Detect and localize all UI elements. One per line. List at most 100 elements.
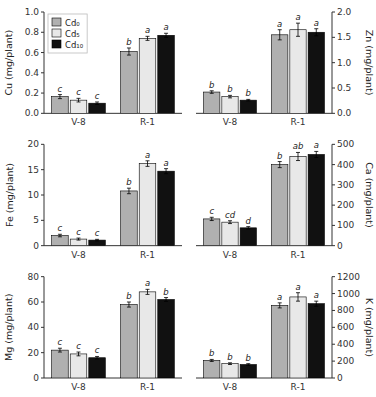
- error-bar: [146, 289, 150, 294]
- significance-letter: c: [58, 337, 63, 347]
- bar: [290, 297, 306, 378]
- y-tick-label: 0: [337, 373, 343, 383]
- bar: [272, 305, 288, 378]
- y-tick-label: 60: [28, 297, 40, 307]
- bar: [121, 52, 138, 114]
- bar: [204, 92, 220, 113]
- bar: [121, 191, 138, 246]
- bar: [308, 154, 324, 245]
- significance-letter: b: [227, 84, 232, 94]
- significance-letter: b: [126, 177, 131, 187]
- error-bar: [127, 302, 131, 307]
- x-tick-label: V-8: [223, 250, 238, 260]
- error-bar: [164, 33, 168, 37]
- y-tick-label: 2.0: [337, 7, 352, 17]
- significance-letter: c: [76, 87, 81, 97]
- y-tick-label: 0: [337, 241, 343, 251]
- significance-letter: c: [95, 91, 100, 101]
- x-tick-label: R-1: [140, 382, 155, 392]
- significance-letter: b: [227, 352, 232, 362]
- significance-letter: a: [314, 140, 319, 150]
- significance-letter: a: [295, 12, 300, 22]
- legend-label: Cd₀: [65, 18, 80, 28]
- bar: [240, 100, 256, 113]
- y-tick-label: 800: [337, 305, 354, 315]
- bar: [52, 97, 69, 114]
- panel: 020406080Mg (mg/plant)V-8R-1cbcacb: [4, 272, 183, 392]
- legend-swatch: [52, 29, 61, 37]
- significance-letter: c: [76, 227, 81, 237]
- significance-letter: a: [277, 19, 282, 29]
- bar: [290, 30, 306, 114]
- y-tick-label: 0: [33, 373, 39, 383]
- panel: 020040060080010001200K (mg/plant)V-8R-1b…: [196, 272, 375, 392]
- error-bar: [164, 298, 168, 302]
- bar: [308, 32, 324, 113]
- legend: Cd₀Cd₅Cd₁₀: [48, 14, 87, 53]
- x-tick-label: R-1: [140, 117, 155, 127]
- y-tick-label: 10: [28, 190, 40, 200]
- significance-letter: a: [314, 290, 319, 300]
- bar: [308, 304, 324, 378]
- letters: cbcdabda: [209, 140, 319, 225]
- legend-label: Cd₁₀: [65, 40, 84, 50]
- error-bar: [278, 162, 282, 168]
- y-axis: [44, 12, 45, 113]
- y-tick-label: 1000: [337, 289, 360, 299]
- x-tick-label: R-1: [140, 250, 155, 260]
- bar: [204, 360, 220, 378]
- error-bar: [77, 352, 81, 356]
- legend-label: Cd₅: [65, 29, 80, 39]
- bars: [204, 151, 325, 245]
- x-tick-label: V-8: [71, 250, 86, 260]
- y-axis-label: K (mg/plant): [364, 298, 375, 357]
- letters: cbcaca: [58, 150, 169, 239]
- x-tick-label: V-8: [223, 117, 238, 127]
- x-tick-label: R-1: [291, 250, 306, 260]
- panel: 0100200300400500Ca (mg/plant)V-8R-1cbcda…: [196, 139, 375, 259]
- bar: [240, 364, 256, 378]
- significance-letter: cd: [225, 210, 236, 220]
- significance-letter: a: [295, 282, 300, 292]
- bar: [52, 350, 69, 378]
- significance-letter: b: [246, 353, 251, 363]
- bar: [272, 35, 288, 114]
- y-axis: [332, 12, 333, 113]
- y-axis-label: Ca (mg/plant): [364, 162, 375, 228]
- letters: cbcacb: [58, 278, 169, 355]
- bars: [52, 289, 175, 378]
- significance-letter: b: [209, 80, 214, 90]
- bar: [272, 165, 288, 246]
- significance-letter: c: [95, 228, 100, 238]
- panel: 0.00.51.01.52.0Zn (mg/plant)V-8R-1bababa: [196, 7, 375, 127]
- y-tick-label: 15: [28, 165, 39, 175]
- significance-letter: b: [126, 37, 131, 47]
- y-tick-label: 400: [337, 339, 354, 349]
- significance-letter: b: [209, 348, 214, 358]
- bars: [52, 161, 175, 246]
- letters: bababa: [209, 12, 319, 98]
- bar: [222, 364, 238, 378]
- legend-box: [48, 14, 87, 53]
- significance-letter: a: [277, 292, 282, 302]
- legend-swatch: [52, 18, 61, 26]
- x-tick-label: R-1: [291, 382, 306, 392]
- significance-letter: a: [163, 158, 168, 168]
- error-bar: [228, 221, 232, 224]
- error-bar: [95, 102, 99, 104]
- figure: 0.00.20.40.60.81.0Cu (mg/plant)V-8R-1cbc…: [0, 0, 376, 397]
- y-tick-label: 20: [28, 139, 40, 149]
- error-bar: [58, 234, 62, 237]
- y-tick-label: 0.8: [25, 27, 40, 37]
- y-tick-label: 0.0: [337, 108, 352, 118]
- bar: [89, 240, 106, 246]
- error-bar: [246, 99, 250, 101]
- error-bar: [77, 238, 81, 240]
- y-tick-label: 0.2: [25, 88, 39, 98]
- y-axis: [44, 144, 45, 245]
- error-bar: [95, 356, 99, 359]
- y-tick-label: 0.0: [25, 108, 40, 118]
- error-bar: [296, 293, 300, 301]
- y-tick-label: 200: [337, 356, 354, 366]
- error-bar: [246, 227, 250, 229]
